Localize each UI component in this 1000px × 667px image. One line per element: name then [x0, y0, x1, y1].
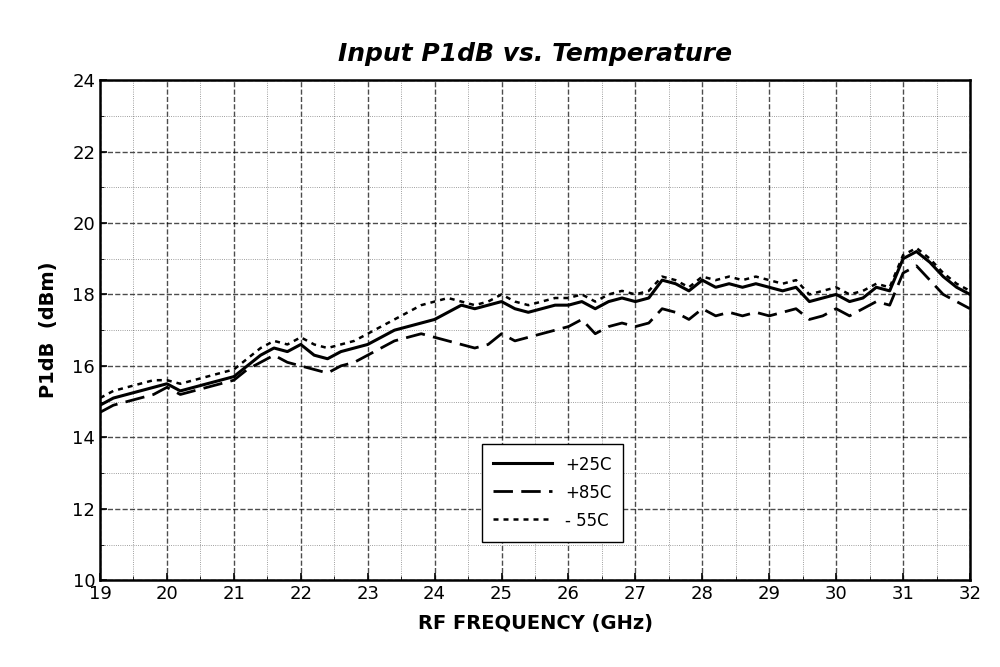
+85C [964, 305, 976, 313]
+85C [308, 366, 320, 374]
+85C [94, 408, 106, 416]
Line: +25C: +25C [100, 251, 970, 405]
+85C [161, 384, 173, 392]
- 55C [469, 301, 481, 309]
- 55C [910, 244, 922, 252]
+25C [897, 255, 909, 263]
Line: - 55C: - 55C [100, 248, 970, 398]
X-axis label: RF FREQUENCY (GHz): RF FREQUENCY (GHz) [418, 614, 652, 633]
- 55C [362, 329, 374, 338]
- 55C [777, 279, 789, 287]
Line: +85C: +85C [100, 266, 970, 412]
- 55C [308, 340, 320, 348]
+85C [469, 344, 481, 352]
+25C [94, 401, 106, 409]
- 55C [964, 287, 976, 295]
+85C [910, 262, 922, 270]
+25C [777, 287, 789, 295]
Legend: +25C, +85C, - 55C: +25C, +85C, - 55C [482, 444, 623, 542]
+25C [469, 305, 481, 313]
Y-axis label: P1dB  (dBm): P1dB (dBm) [39, 262, 58, 398]
- 55C [161, 376, 173, 384]
+85C [777, 308, 789, 316]
+25C [964, 290, 976, 298]
+25C [161, 380, 173, 388]
- 55C [897, 251, 909, 259]
Title: Input P1dB vs. Temperature: Input P1dB vs. Temperature [338, 41, 732, 65]
+25C [308, 351, 320, 359]
+25C [910, 247, 922, 255]
+85C [897, 269, 909, 277]
+85C [362, 351, 374, 359]
+25C [362, 340, 374, 348]
- 55C [94, 394, 106, 402]
